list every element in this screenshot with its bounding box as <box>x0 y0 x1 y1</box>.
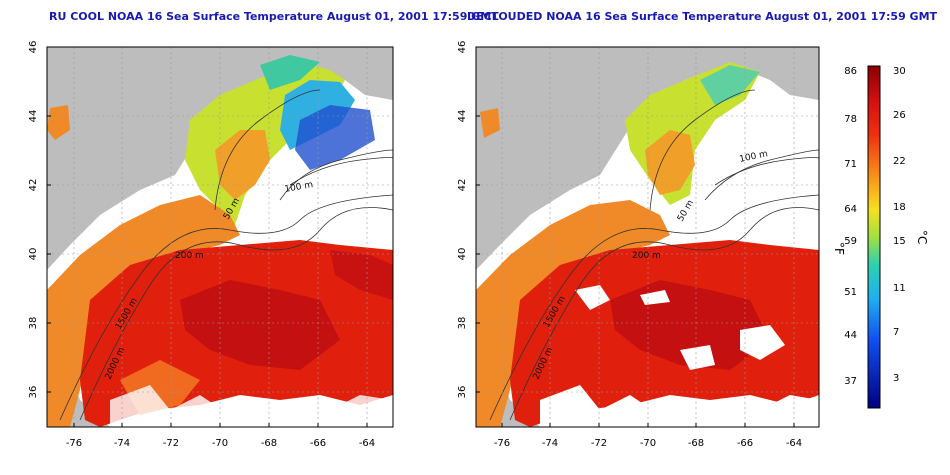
lon-tick-label: -64 <box>786 438 802 449</box>
axis-labels: 46 44 42 40 38 36 -76 -74 -72 -70 -68 -66 -64 46 44 42 4… <box>28 41 802 449</box>
shelf-water <box>47 195 240 427</box>
lat-tick-label: 46 <box>28 41 39 54</box>
lon-tick-label: -74 <box>542 438 558 449</box>
lon-tick-label: -70 <box>212 438 228 449</box>
celsius-tick-label: 18 <box>893 202 906 213</box>
lat-tick-label: 46 <box>457 41 468 54</box>
lon-tick-label: -64 <box>359 438 375 449</box>
fahrenheit-tick-label: 86 <box>844 66 857 77</box>
fahrenheit-tick-label: 78 <box>844 114 857 125</box>
contour-label-200: 200 m <box>175 251 204 261</box>
lon-tick-label: -74 <box>114 438 130 449</box>
lon-tick-label: -66 <box>737 438 753 449</box>
lon-tick-label: -76 <box>494 438 510 449</box>
celsius-tick-label: 3 <box>893 373 899 384</box>
shelf-water <box>476 200 670 427</box>
fahrenheit-tick-label: 37 <box>844 376 857 387</box>
celsius-tick-label: 26 <box>893 110 906 121</box>
lat-tick-label: 42 <box>457 179 468 192</box>
contour-label-200: 200 m <box>632 251 661 261</box>
colorbar-labels: 86 78 71 64 59 51 44 37 30 26 22 18 15 11 7 3 <box>844 66 905 387</box>
lat-tick-label: 40 <box>457 248 468 261</box>
left-panel-title: RU COOL NOAA 16 Sea Surface Temperature … <box>49 10 499 23</box>
lon-tick-label: -72 <box>591 438 607 449</box>
fahrenheit-tick-label: 59 <box>844 236 857 247</box>
celsius-unit-label: °C <box>915 230 929 244</box>
lat-tick-label: 36 <box>457 386 468 399</box>
lon-tick-label: -70 <box>640 438 656 449</box>
celsius-tick-label: 7 <box>893 327 899 338</box>
fahrenheit-unit-label: °F <box>832 242 846 255</box>
lat-tick-label: 44 <box>457 110 468 123</box>
lat-tick-label: 44 <box>28 110 39 123</box>
lon-tick-label: -76 <box>66 438 82 449</box>
lon-tick-label: -68 <box>261 438 277 449</box>
right-panel-title: DECLOUDED NOAA 16 Sea Surface Temperatur… <box>467 10 938 23</box>
lat-tick-label: 42 <box>28 179 39 192</box>
celsius-tick-label: 15 <box>893 236 906 247</box>
fahrenheit-tick-label: 71 <box>844 159 857 170</box>
fahrenheit-tick-label: 64 <box>844 204 857 215</box>
lon-tick-label: -72 <box>163 438 179 449</box>
graticule <box>47 47 393 427</box>
celsius-tick-label: 30 <box>893 66 906 77</box>
lon-tick-label: -68 <box>688 438 704 449</box>
graticule <box>476 47 819 427</box>
contour-label-100: 100 m <box>284 180 314 195</box>
fahrenheit-tick-label: 44 <box>844 330 857 341</box>
lat-tick-label: 40 <box>28 248 39 261</box>
right-map <box>476 47 819 427</box>
lat-tick-label: 38 <box>28 317 39 330</box>
lon-tick-label: -66 <box>310 438 326 449</box>
lat-tick-label: 36 <box>28 386 39 399</box>
celsius-tick-label: 11 <box>893 283 906 294</box>
celsius-tick-label: 22 <box>893 156 906 167</box>
fahrenheit-tick-label: 51 <box>844 287 857 298</box>
lat-tick-label: 38 <box>457 317 468 330</box>
colorbar <box>867 65 881 409</box>
left-map <box>47 47 393 427</box>
